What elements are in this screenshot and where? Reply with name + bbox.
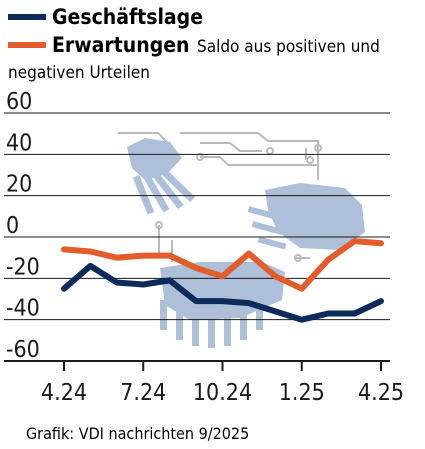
- series-line-erwartungen: [61, 238, 384, 292]
- y-tick-label: 40: [6, 130, 32, 156]
- legend-label-geschaeftslage: Geschäftslage: [52, 5, 203, 29]
- x-axis: 4.24 7.24 10.24 1.25 4.25: [41, 361, 404, 406]
- x-tick-label: 1.25: [279, 380, 325, 406]
- legend-label-erwartungen: Erwartungen: [52, 33, 189, 57]
- y-tick-label: 20: [6, 172, 32, 198]
- y-axis-tick-labels: 60 40 20 0 -20 -40 -60: [6, 89, 40, 363]
- y-tick-label: -60: [6, 337, 40, 363]
- series-lines: [61, 238, 384, 323]
- chip-right: [247, 183, 365, 250]
- x-tick-label: 4.24: [41, 380, 87, 406]
- series-line-geschaeftslage: [61, 262, 384, 323]
- y-tick-label: 0: [6, 213, 19, 239]
- grid-lines: [4, 112, 390, 362]
- legend-note-line1: Saldo aus positiven und: [197, 37, 380, 57]
- x-tick-label: 7.24: [120, 380, 166, 406]
- chip-illustration: [118, 132, 365, 348]
- source-credit: Grafik: VDI nachrichten 9/2025: [26, 424, 249, 443]
- x-tick-label: 4.25: [358, 380, 404, 406]
- legend: Geschäftslage Erwartungen Saldo aus posi…: [8, 5, 380, 83]
- legend-note-line2: negativen Urteilen: [8, 63, 150, 83]
- y-tick-label: -20: [6, 254, 40, 280]
- chip-upper-left: [127, 138, 196, 215]
- x-tick-label: 10.24: [193, 380, 252, 406]
- y-tick-label: -40: [6, 296, 40, 322]
- y-tick-label: 60: [6, 89, 32, 115]
